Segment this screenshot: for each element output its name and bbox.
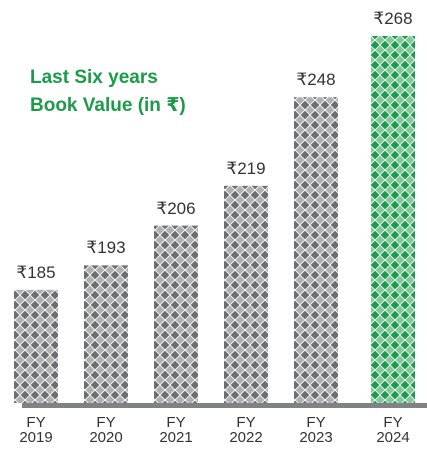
x-tick-label: FY 2023	[299, 414, 333, 446]
bar	[294, 97, 338, 404]
value-label: ₹206	[156, 198, 196, 218]
bar	[154, 225, 198, 403]
value-label: ₹185	[16, 262, 56, 282]
value-label: ₹219	[226, 158, 266, 178]
bar	[224, 185, 268, 403]
value-label: ₹193	[86, 238, 126, 258]
x-tick-label: FY 2019	[19, 414, 53, 446]
value-label: ₹268	[373, 9, 413, 28]
x-tick-label: FY 2024	[376, 414, 410, 446]
x-tick-label: FY 2020	[89, 414, 123, 446]
chart-title: Last Six years Book Value (in ₹)	[30, 67, 186, 116]
value-label: ₹248	[296, 70, 336, 90]
bar	[371, 36, 415, 403]
x-tick-label: FY 2022	[229, 414, 263, 446]
x-tick-label: FY 2021	[159, 414, 193, 446]
baseline	[22, 403, 427, 408]
bar	[14, 289, 58, 403]
bar	[84, 265, 128, 403]
